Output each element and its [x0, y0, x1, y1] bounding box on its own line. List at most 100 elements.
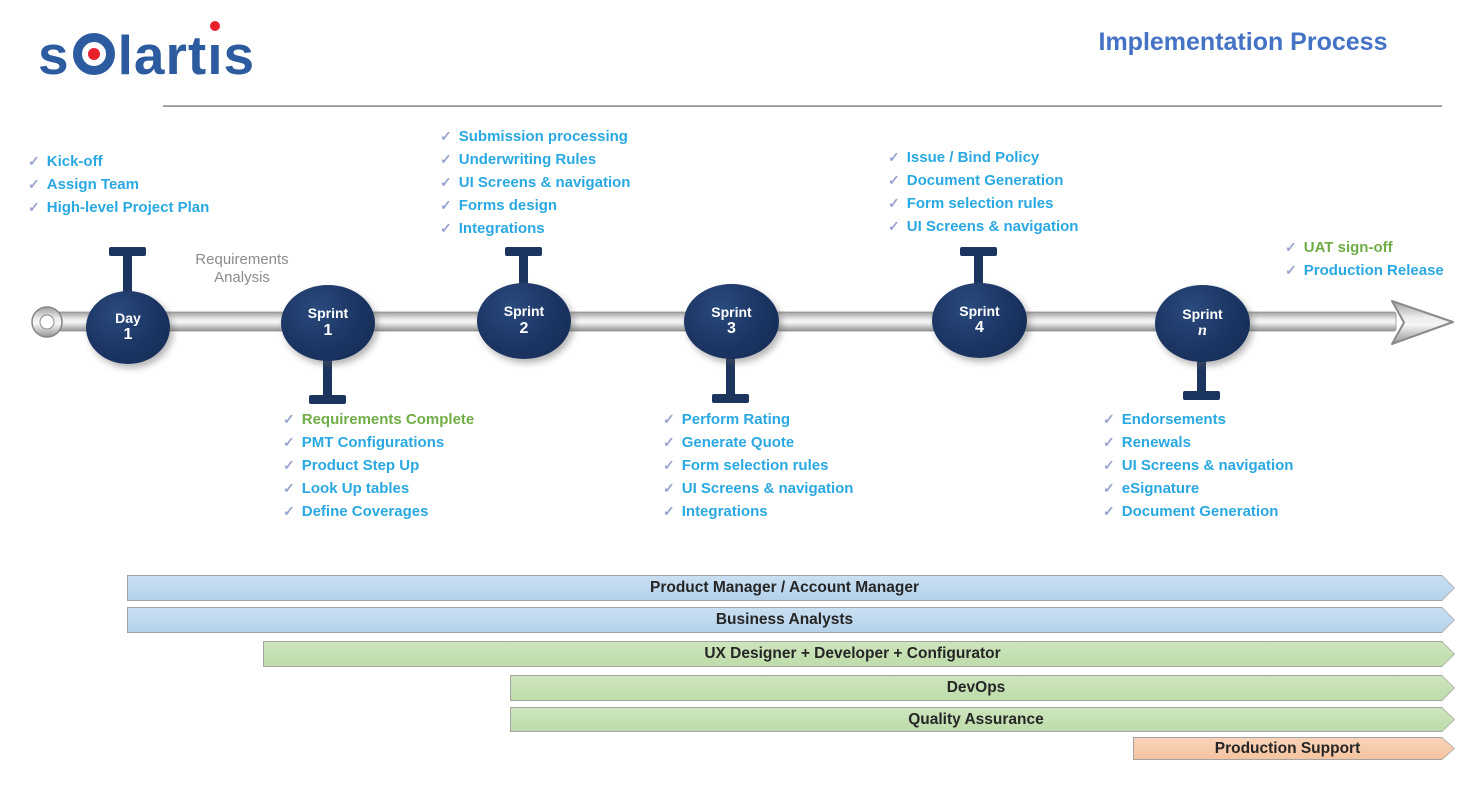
role-bar-ux-dev-configurator: UX Designer + Developer + Configurator: [263, 641, 1455, 667]
checklist-item: ✓ Document Generation: [1103, 503, 1293, 520]
check-icon: ✓: [440, 151, 452, 167]
node-stem-cap: [712, 394, 749, 403]
checklist-item-label: Submission processing: [458, 128, 628, 145]
check-icon: ✓: [1103, 434, 1115, 450]
node-label: Sprint: [1182, 305, 1223, 322]
role-bar-devops: DevOps: [510, 675, 1455, 701]
check-icon: ✓: [440, 197, 452, 213]
checklist-item-label: Renewals: [1121, 434, 1191, 451]
checklist-item-label: Integrations: [458, 220, 545, 237]
check-icon: ✓: [1285, 262, 1297, 278]
checklist-item-label: Assign Team: [46, 176, 139, 193]
logo-i-red-dot-icon: [210, 21, 221, 31]
node-stem: [123, 252, 132, 297]
timeline-node-sprint-2: Sprint 2: [477, 283, 571, 359]
checklist-item: ✓ Look Up tables: [283, 480, 474, 497]
phase-label-line1: Requirements: [195, 251, 289, 268]
checklist-item: ✓ Integrations: [663, 503, 853, 520]
checklist-item-label: Perform Rating: [681, 411, 791, 428]
checklist-item: ✓ PMT Configurations: [283, 434, 474, 451]
timeline-arrowhead-icon: [1391, 300, 1454, 345]
role-bar-fill: [128, 576, 1454, 600]
checklist-item: ✓ Kick-off: [28, 153, 209, 170]
checklist-item: ✓ Forms design: [440, 197, 630, 214]
checklist-item: ✓ Renewals: [1103, 434, 1293, 451]
role-bar-label: Production Support: [1214, 739, 1361, 757]
timeline-node-sprint-n: Sprint n: [1155, 285, 1250, 362]
check-icon: ✓: [440, 128, 452, 144]
node-label: Sprint: [503, 303, 545, 320]
checklist-item: ✓ Form selection rules: [888, 195, 1078, 212]
logo-red-dot-icon: [87, 48, 100, 60]
check-icon: ✓: [1285, 239, 1297, 255]
role-bar-label: Quality Assurance: [908, 710, 1044, 728]
checklist-item: ✓ Product Step Up: [283, 457, 474, 474]
phase-label-requirements-analysis: Requirements Analysis: [184, 251, 300, 287]
check-icon: ✓: [888, 218, 900, 234]
checklist-item-label: Requirements Complete: [301, 411, 475, 428]
phase-label-line2: Analysis: [214, 269, 270, 286]
checklist-item: ✓ Document Generation: [888, 172, 1078, 189]
checklist-item-label: UI Screens & navigation: [458, 174, 631, 191]
role-bar-label: Business Analysts: [715, 611, 854, 628]
checklist-item-label: Form selection rules: [906, 195, 1054, 212]
role-bar-label: DevOps: [946, 679, 1006, 696]
check-icon: ✓: [663, 457, 675, 473]
node-label: Sprint: [307, 305, 349, 322]
checklist-item-label: Underwriting Rules: [458, 151, 597, 168]
checklist-item-label: PMT Configurations: [301, 434, 445, 451]
node-stem-cap: [309, 395, 346, 404]
checklist-release: ✓ UAT sign-off ✓ Production Release: [1285, 239, 1444, 285]
checklist-item: ✓ Form selection rules: [663, 457, 853, 474]
node-label: Sprint: [959, 302, 1000, 319]
checklist-item: ✓ Underwriting Rules: [440, 151, 630, 168]
check-icon: ✓: [663, 503, 675, 519]
checklist-item-label: Forms design: [458, 197, 558, 214]
checklist-item-label: Define Coverages: [301, 503, 429, 520]
checklist-item-label: eSignature: [1121, 480, 1200, 497]
node-stem: [974, 252, 983, 288]
checklist-item-label: Look Up tables: [301, 480, 410, 497]
logo-o-ring-icon: [72, 33, 115, 75]
check-icon: ✓: [28, 153, 40, 169]
role-bar-label: UX Designer + Developer + Configurator: [704, 645, 1001, 662]
checklist-sprint3: ✓ Perform Rating ✓ Generate Quote ✓ Form se…: [663, 411, 853, 526]
checklist-item-label: Document Generation: [906, 172, 1064, 189]
node-label: Day: [115, 309, 141, 326]
check-icon: ✓: [283, 503, 295, 519]
role-bar-quality-assurance: Quality Assurance: [510, 707, 1455, 732]
check-icon: ✓: [283, 457, 295, 473]
checklist-item-label: Form selection rules: [681, 457, 829, 474]
timeline-node-sprint-1: Sprint 1: [281, 285, 375, 361]
check-icon: ✓: [28, 199, 40, 215]
check-icon: ✓: [440, 220, 452, 236]
checklist-item: ✓ Issue / Bind Policy: [888, 149, 1078, 166]
node-stem: [1197, 358, 1206, 395]
check-icon: ✓: [663, 411, 675, 427]
role-bar-fill: [264, 642, 1454, 666]
logo-letter: s: [223, 24, 256, 86]
logo-letter: s: [38, 24, 70, 86]
role-bar-business-analysts: Business Analysts: [127, 607, 1455, 633]
node-number: 3: [727, 320, 736, 338]
role-bar-label: Product Manager / Account Manager: [650, 579, 919, 596]
checklist-sprint2: ✓ Submission processing ✓ Underwriting Rul…: [440, 128, 630, 243]
checklist-sprint4: ✓ Issue / Bind Policy ✓ Document Generatio…: [888, 149, 1078, 241]
checklist-item: ✓ Submission processing: [440, 128, 630, 145]
check-icon: ✓: [1103, 457, 1115, 473]
checklist-item: ✓ UI Screens & navigation: [663, 480, 853, 497]
checklist-item-label: UI Screens & navigation: [681, 480, 854, 497]
node-stem: [323, 357, 332, 399]
node-number: 2: [519, 319, 529, 337]
checklist-item: ✓ eSignature: [1103, 480, 1293, 497]
role-bar-fill: [128, 608, 1454, 632]
logo-i-stem: ı: [207, 24, 224, 86]
check-icon: ✓: [440, 174, 452, 190]
header-divider: [163, 105, 1442, 107]
check-icon: ✓: [888, 149, 900, 165]
checklist-item-label: Product Step Up: [301, 457, 420, 474]
checklist-day1: ✓ Kick-off ✓ Assign Team ✓ High-level Proje…: [28, 153, 209, 222]
checklist-item: ✓ UI Screens & navigation: [1103, 457, 1293, 474]
check-icon: ✓: [663, 434, 675, 450]
